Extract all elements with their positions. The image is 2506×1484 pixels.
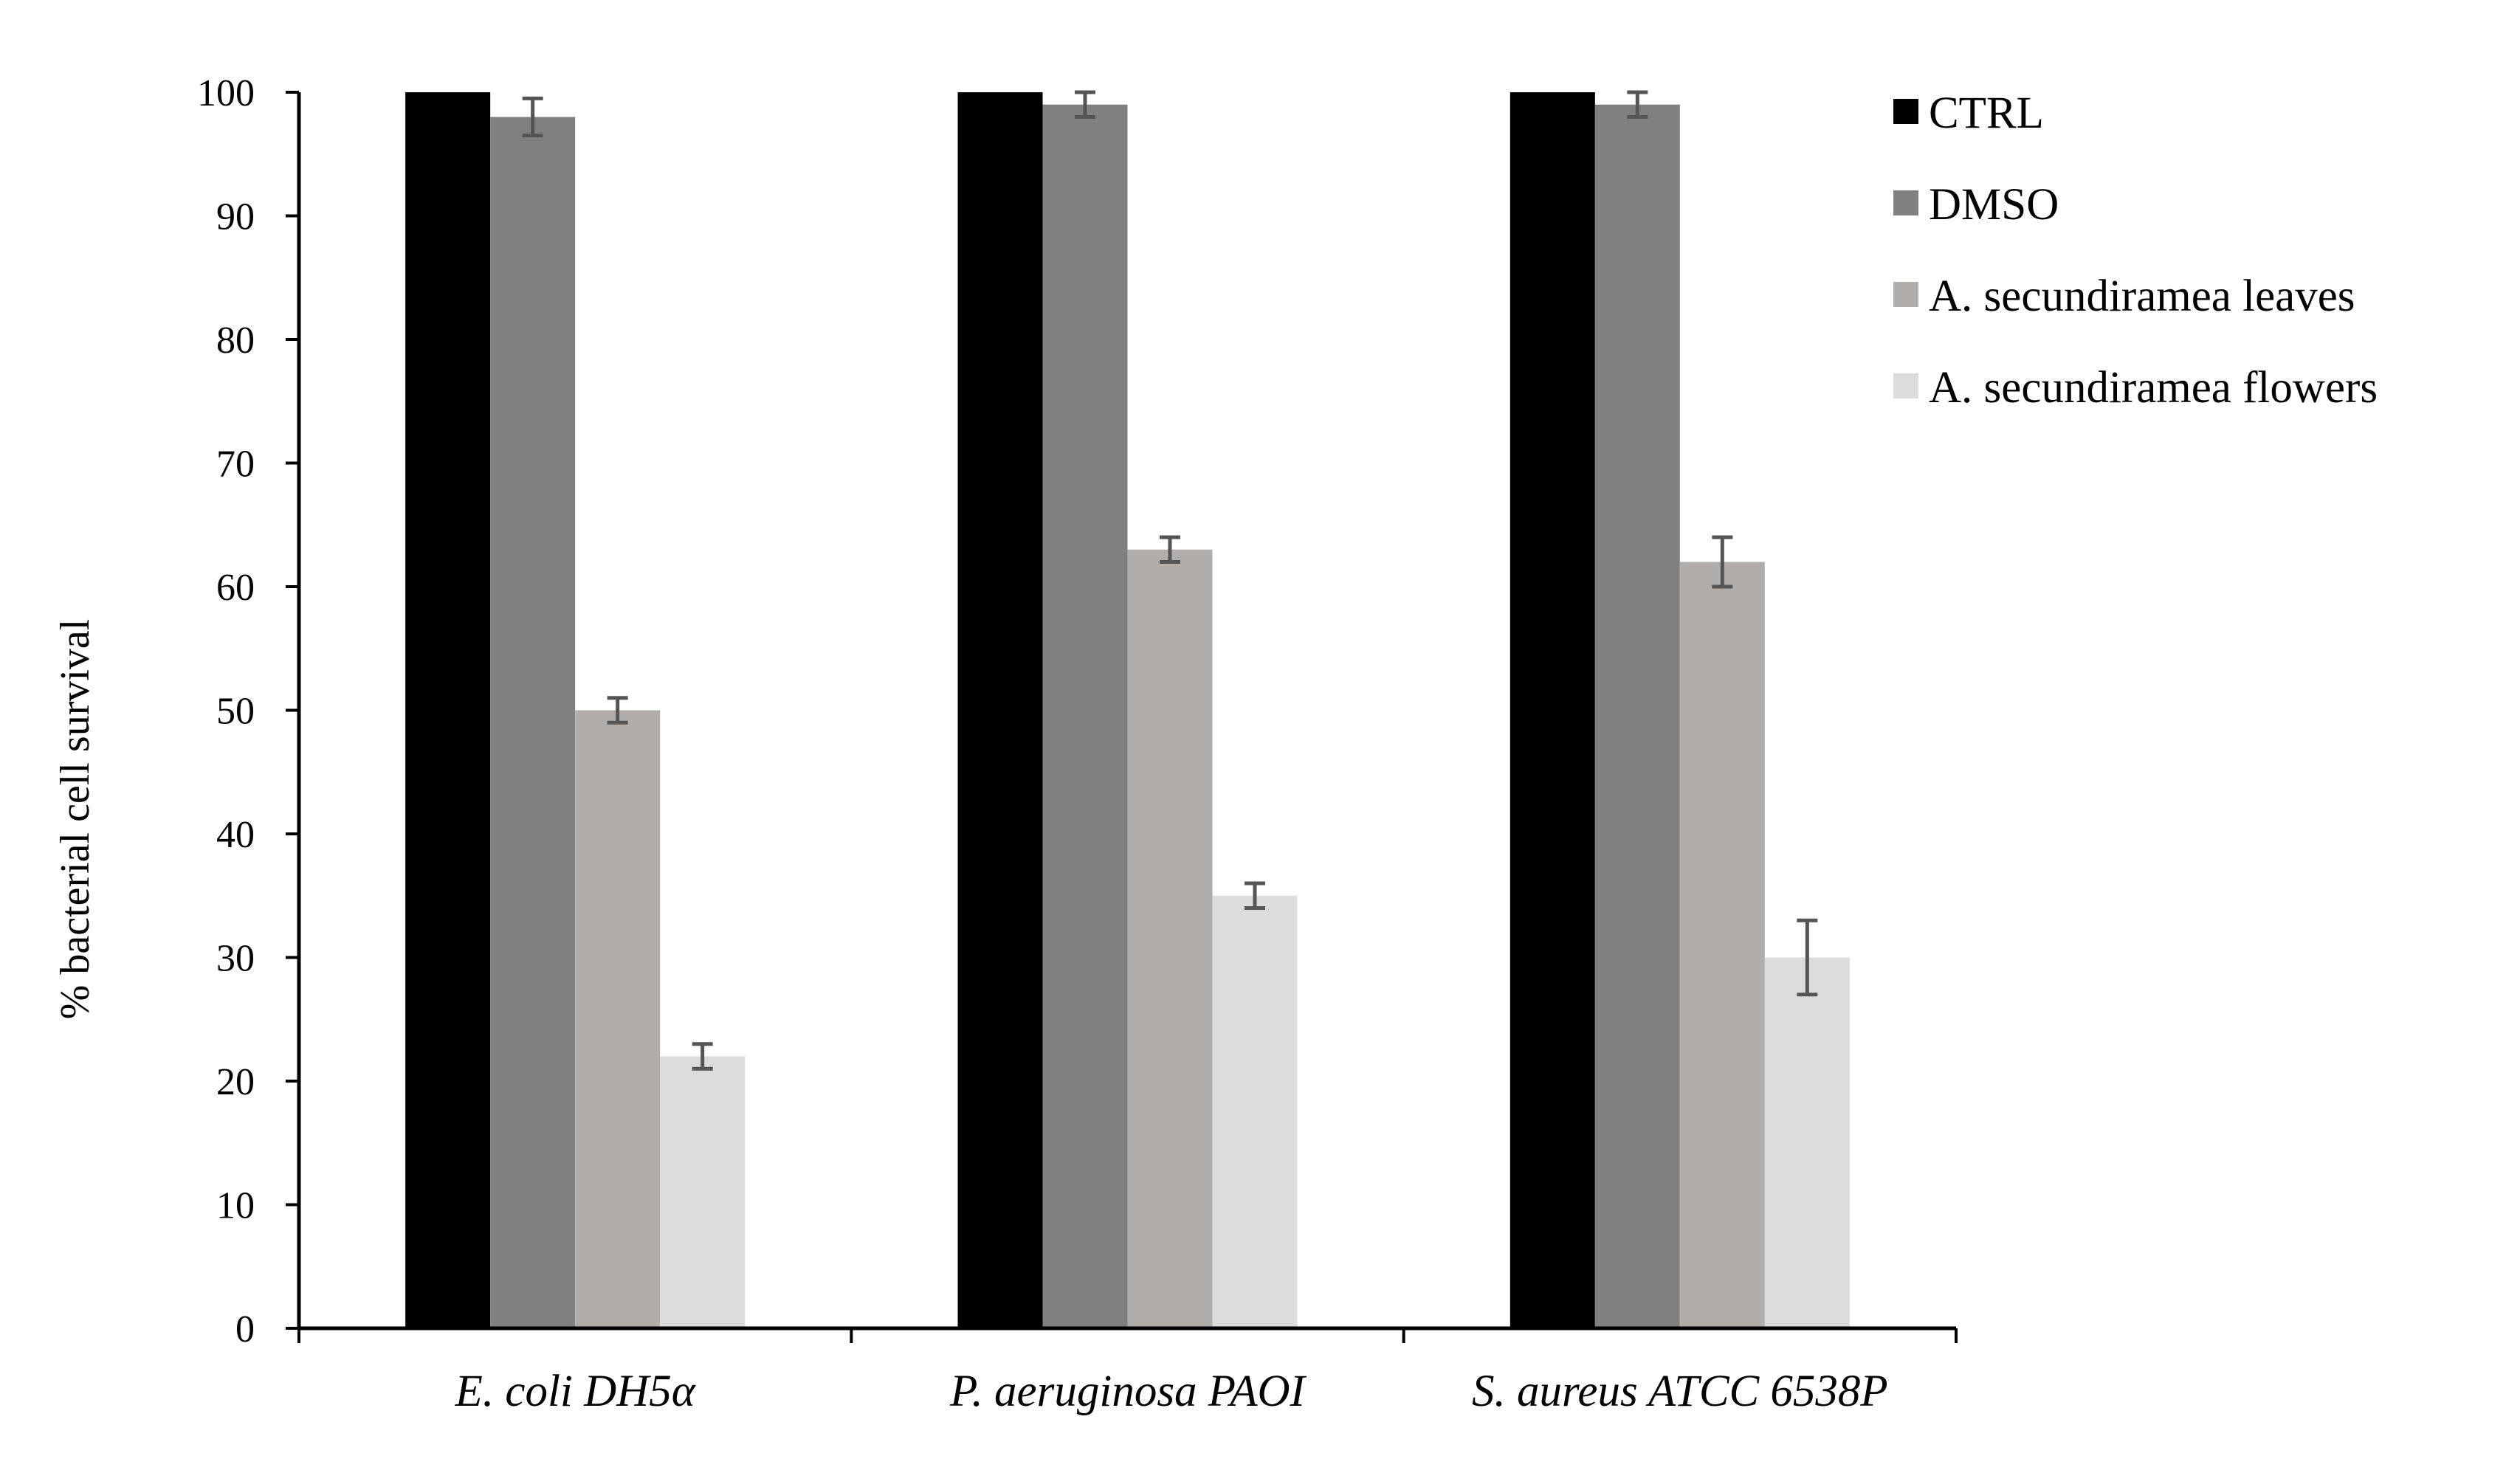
bar xyxy=(1764,957,1850,1328)
bars-layer xyxy=(405,92,1850,1328)
legend-swatch xyxy=(1893,190,1918,215)
y-tick-label: 20 xyxy=(216,1061,255,1103)
bar xyxy=(575,710,661,1328)
bar xyxy=(1594,104,1680,1328)
y-tick-label: 40 xyxy=(216,814,255,856)
y-tick-label: 90 xyxy=(216,196,255,238)
y-tick-label: 100 xyxy=(197,72,255,114)
legend-label: A. secundiramea flowers xyxy=(1929,363,2378,413)
bar xyxy=(490,117,576,1328)
bar xyxy=(957,92,1043,1328)
bar xyxy=(660,1056,746,1328)
y-axis-title: % bacterial cell survival xyxy=(52,619,98,1020)
y-tick-label: 80 xyxy=(216,320,255,362)
legend-swatch xyxy=(1893,373,1918,398)
legend: CTRL DMSO A. secundiramea leaves A. secundi… xyxy=(1893,89,2378,413)
legend-swatch xyxy=(1893,99,1918,124)
axes-layer: E. coli DH5α P. aeruginosa PAOI S. aureus … xyxy=(197,72,1958,1416)
x-tick-label: P. aeruginosa PAOI xyxy=(949,1367,1307,1416)
x-tick-label: S. aureus ATCC 6538P xyxy=(1472,1367,1888,1416)
bar xyxy=(1679,562,1765,1328)
y-tick-label: 0 xyxy=(235,1308,255,1350)
legend-label: CTRL xyxy=(1929,89,2044,138)
y-tick-label: 50 xyxy=(216,691,255,733)
bar xyxy=(1212,895,1298,1328)
bar xyxy=(1510,92,1595,1328)
bar xyxy=(1127,549,1213,1328)
bar xyxy=(405,92,491,1328)
y-tick-label: 70 xyxy=(216,444,255,486)
legend-label: A. secundiramea leaves xyxy=(1929,272,2355,321)
y-tick-label: 60 xyxy=(216,567,255,609)
error-bars-layer xyxy=(522,90,1818,1071)
bar xyxy=(1042,104,1128,1328)
legend-swatch xyxy=(1893,282,1918,307)
y-tick-label: 10 xyxy=(216,1185,255,1227)
legend-label: DMSO xyxy=(1929,180,2059,229)
x-tick-label: E. coli DH5α xyxy=(455,1367,697,1416)
y-tick-label: 30 xyxy=(216,938,255,980)
